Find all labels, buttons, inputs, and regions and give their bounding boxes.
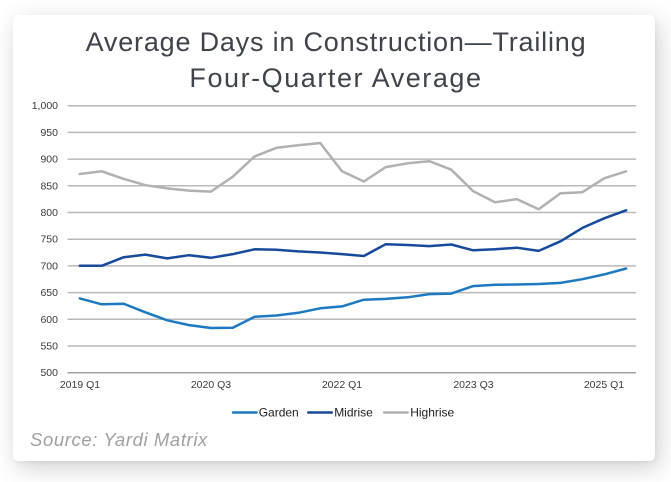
svg-text:Midrise: Midrise [334, 406, 373, 420]
svg-text:500: 500 [40, 367, 58, 379]
svg-text:550: 550 [40, 341, 58, 353]
svg-text:2022 Q1: 2022 Q1 [322, 379, 362, 391]
svg-text:600: 600 [40, 314, 58, 326]
svg-text:700: 700 [40, 260, 58, 272]
svg-text:1,000: 1,000 [32, 100, 58, 112]
svg-text:950: 950 [40, 127, 58, 139]
svg-text:750: 750 [40, 234, 58, 246]
svg-text:900: 900 [40, 154, 58, 166]
svg-text:850: 850 [40, 180, 58, 192]
svg-text:2025 Q1: 2025 Q1 [584, 379, 624, 391]
svg-text:Garden: Garden [259, 406, 299, 420]
svg-text:2020 Q3: 2020 Q3 [191, 379, 231, 391]
svg-text:800: 800 [40, 207, 58, 219]
svg-text:2023 Q3: 2023 Q3 [453, 379, 493, 391]
svg-text:2019 Q1: 2019 Q1 [60, 379, 100, 391]
svg-text:Highrise: Highrise [410, 406, 454, 420]
svg-text:650: 650 [40, 287, 58, 299]
